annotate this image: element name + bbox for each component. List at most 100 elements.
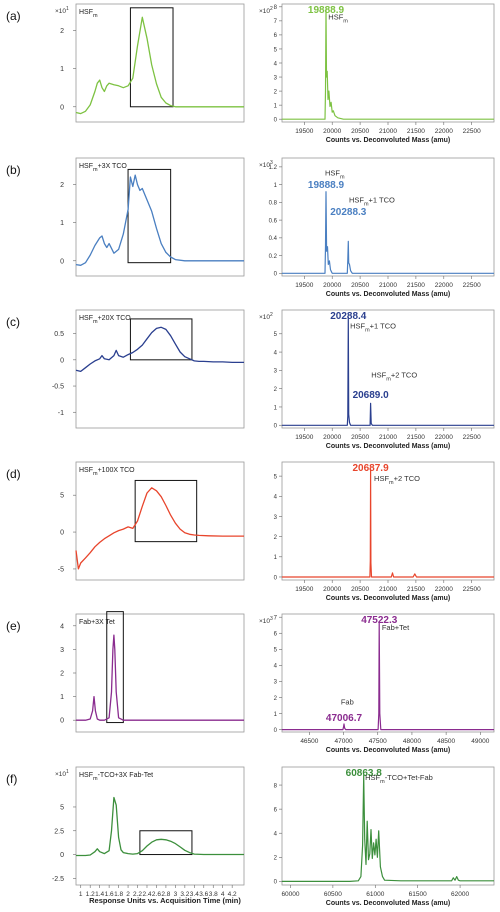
chromatogram-multiplier-a: ×101 <box>55 6 69 15</box>
spectrum-ytick-label-e-4: 3 <box>274 680 278 686</box>
spectrum-x-axis-label-a: Counts vs. Deconvoluted Mass (amu) <box>326 137 450 144</box>
spectrum-xtick-label-b-0: 19500 <box>295 282 313 289</box>
panel-label-a: (a) <box>6 9 21 23</box>
chromatogram-frame-d <box>75 461 245 581</box>
spectrum-species-label-d-1: HSFm+2 TCO <box>374 474 420 486</box>
spectrum-xtick-label-d-2: 20500 <box>351 586 369 593</box>
spectrum-frame-e <box>281 613 495 733</box>
spectrum-xtick-label-e-5: 49000 <box>471 738 489 745</box>
spectrum-ytick-label-e-0: 7 <box>274 616 278 622</box>
chromatogram-ytick-label-c-1: 0 <box>60 357 64 364</box>
spectrum-ytick-label-a-7: 1 <box>274 103 278 109</box>
chromatogram-frame-e <box>75 613 245 733</box>
spectrum-xtick-label-e-2: 47500 <box>369 738 387 745</box>
spectrum-xtick-label-b-2: 20500 <box>351 282 369 289</box>
spectrum-ytick-label-a-0: 8 <box>274 5 278 11</box>
spectrum-xtick-label-b-4: 21500 <box>407 282 425 289</box>
spectrum-xtick-label-d-4: 21500 <box>407 586 425 593</box>
spectrum-xtick-label-d-6: 22500 <box>463 586 481 593</box>
chromatogram-xtick-label-8: 2.6 <box>152 891 161 898</box>
spectrum-ytick-label-e-3: 4 <box>274 664 278 670</box>
chromatogram-frame-b <box>75 157 245 277</box>
panel-label-e: (e) <box>6 619 21 633</box>
chromatogram-frame-a <box>75 3 245 123</box>
spectrum-ytick-label-d-4: 1 <box>274 555 278 561</box>
chromatogram-xtick-label-11: 3.2 <box>180 891 189 898</box>
spectrum-trace-f <box>282 774 494 882</box>
spectrum-species-label-b-0: HSFm <box>325 169 345 181</box>
chromatogram-highlight-box-f <box>139 830 193 856</box>
spectrum-ytick-label-b-6: 0 <box>274 272 278 278</box>
chromatogram-ytick-label-d-1: 0 <box>60 530 64 537</box>
spectrum-multiplier-e: ×103 <box>259 616 273 625</box>
chromatogram-xtick-label-9: 2.8 <box>161 891 170 898</box>
spectrum-ytick-label-b-0: 1.2 <box>269 165 278 171</box>
chromatogram-ytick-label-d-2: -5 <box>58 566 64 573</box>
chromatogram-xtick-label-5: 2 <box>126 891 130 898</box>
spectrum-peak-label-d-0: 20687.9 <box>353 463 390 474</box>
spectrum-ytick-label-f-0: 8 <box>274 783 278 789</box>
chromatogram-trace-d <box>75 487 244 570</box>
spectrum-peak-label-b-1: 19888.9 <box>308 180 345 191</box>
spectrum-xtick-label-b-1: 20000 <box>323 282 341 289</box>
spectrum-ytick-label-a-8: 0 <box>274 117 278 123</box>
chromatogram-xtick-label-2: 1.4 <box>95 891 104 898</box>
chromatogram-title-c: HSFm+20X TCO <box>79 315 131 325</box>
spectrum-ytick-label-c-3: 2 <box>274 387 278 393</box>
spectrum-species-label-f-1: HSFm-TCO+Tet-Fab <box>365 773 433 785</box>
chromatogram-ytick-label-e-1: 3 <box>60 647 64 654</box>
spectrum-x-axis-label-e: Counts vs. Deconvoluted Mass (amu) <box>326 747 450 754</box>
spectrum-ytick-label-b-1: 1 <box>274 183 278 189</box>
chromatogram-xtick-label-1: 1.2 <box>86 891 95 898</box>
chromatogram-ytick-label-e-3: 1 <box>60 694 64 701</box>
spectrum-trace-d <box>282 468 494 578</box>
spectrum-ytick-label-d-0: 5 <box>274 474 278 480</box>
chromatogram-xtick-label-16: 4.2 <box>228 891 237 898</box>
chromatogram-multiplier-f: ×101 <box>55 769 69 778</box>
spectrum-peak-label-a-0: 19888.9 <box>308 5 345 16</box>
chromatogram-xtick-label-0: 1 <box>79 891 83 898</box>
spectrum-ytick-label-a-3: 5 <box>274 47 278 53</box>
spectrum-ytick-label-b-3: 0.6 <box>269 218 278 224</box>
spectrum-xtick-label-d-1: 20000 <box>323 586 341 593</box>
spectrum-ytick-label-c-4: 1 <box>274 405 278 411</box>
spectrum-ytick-label-a-6: 2 <box>274 89 278 95</box>
spectrum-species-label-e-2: Fab <box>341 698 354 707</box>
chromatogram-highlight-box-b <box>127 168 172 264</box>
panel-d: (d) HSFm+100X TCO 5 0 -5 5 4 3 2 1 0 19500 20000 2050… <box>6 461 495 602</box>
chromatogram-trace-f <box>76 796 244 857</box>
spectrum-ytick-label-f-2: 4 <box>274 832 278 838</box>
spectrum-x-axis-label-d: Counts vs. Deconvoluted Mass (amu) <box>326 595 450 602</box>
spectrum-peak-label-b-3: 20288.3 <box>330 207 367 218</box>
chromatogram-ytick-label-c-0: 0.5 <box>54 331 64 338</box>
spectrum-frame-f <box>281 766 495 886</box>
spectrum-ytick-label-c-1: 4 <box>274 350 278 356</box>
spectrum-ytick-label-b-2: 0.8 <box>269 201 278 207</box>
spectrum-xtick-label-f-2: 61000 <box>366 891 384 898</box>
chromatogram-trace-c <box>75 326 244 373</box>
chromatogram-xtick-label-13: 3.6 <box>199 891 208 898</box>
spectrum-frame-c <box>281 309 495 429</box>
spectrum-ytick-label-a-1: 7 <box>274 19 278 25</box>
chromatogram-xtick-label-4: 1.8 <box>114 891 123 898</box>
spectrum-xtick-label-a-2: 20500 <box>351 128 369 135</box>
spectrum-xtick-label-b-5: 22000 <box>435 282 453 289</box>
spectrum-xtick-label-a-4: 21500 <box>407 128 425 135</box>
chromatogram-xtick-label-3: 1.6 <box>105 891 114 898</box>
spectrum-trace-c <box>282 316 494 426</box>
chromatogram-ytick-label-b-0: 2 <box>60 182 64 189</box>
spectrum-species-label-c-2: HSFm+2 TCO <box>371 371 417 383</box>
spectrum-multiplier-c: ×102 <box>259 312 273 321</box>
spectrum-ytick-label-a-2: 6 <box>274 33 278 39</box>
chromatogram-highlight-box-d <box>134 479 198 543</box>
spectrum-xtick-label-d-3: 21000 <box>379 586 397 593</box>
spectrum-species-label-b-2: HSFm+1 TCO <box>349 195 395 207</box>
spectrum-xtick-label-c-2: 20500 <box>351 434 369 441</box>
chromatogram-trace-e <box>76 634 244 721</box>
spectrum-xtick-label-c-4: 21500 <box>407 434 425 441</box>
spectrum-species-label-c-1: HSFm+1 TCO <box>350 321 396 333</box>
spectrum-xtick-label-e-3: 48000 <box>403 738 421 745</box>
spectrum-xtick-label-f-3: 61500 <box>409 891 427 898</box>
